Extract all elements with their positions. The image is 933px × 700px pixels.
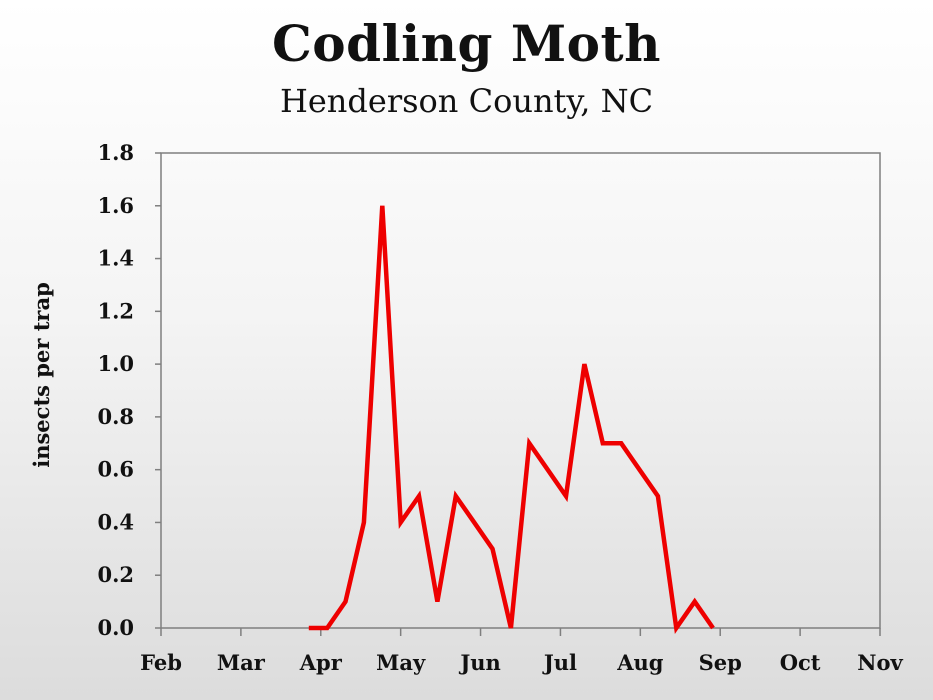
x-tick-label: Jul bbox=[542, 650, 577, 675]
y-tick-label: 1.0 bbox=[97, 351, 134, 376]
series-points bbox=[308, 205, 714, 629]
x-tick-label: Jun bbox=[458, 650, 500, 675]
y-tick-label: 1.2 bbox=[97, 298, 134, 323]
plot-area bbox=[160, 152, 881, 629]
chart-subtitle: Henderson County, NC bbox=[279, 82, 654, 120]
y-axis: 0.0 0.2 0.4 0.6 0.8 1.0 1.2 1.4 1.6 1.8 bbox=[97, 140, 161, 640]
x-tick-label: Aug bbox=[616, 650, 664, 675]
y-tick-label: 1.6 bbox=[97, 193, 134, 218]
x-tick-label: Sep bbox=[699, 650, 742, 675]
x-axis: Feb Mar Apr May Jun Jul Aug Sep Oct Nov bbox=[140, 628, 903, 675]
y-axis-label: insects per trap bbox=[29, 282, 54, 468]
y-tick-label: 0.6 bbox=[97, 457, 134, 482]
y-tick-label: 0.2 bbox=[97, 562, 134, 587]
y-tick-label: 1.4 bbox=[97, 246, 134, 271]
series-line bbox=[308, 205, 715, 634]
x-tick-label: Feb bbox=[140, 650, 182, 675]
x-tick-label: May bbox=[376, 650, 426, 675]
chart-title: Codling Moth bbox=[272, 14, 661, 73]
x-tick-label: Mar bbox=[217, 650, 266, 675]
x-tick-label: Nov bbox=[857, 650, 903, 675]
y-tick-label: 0.8 bbox=[97, 404, 134, 429]
y-tick-label: 0.0 bbox=[97, 615, 134, 640]
y-tick-label: 0.4 bbox=[97, 509, 134, 534]
y-tick-label: 1.8 bbox=[97, 140, 134, 165]
x-tick-label: Oct bbox=[780, 650, 821, 675]
x-tick-label: Apr bbox=[299, 650, 343, 675]
